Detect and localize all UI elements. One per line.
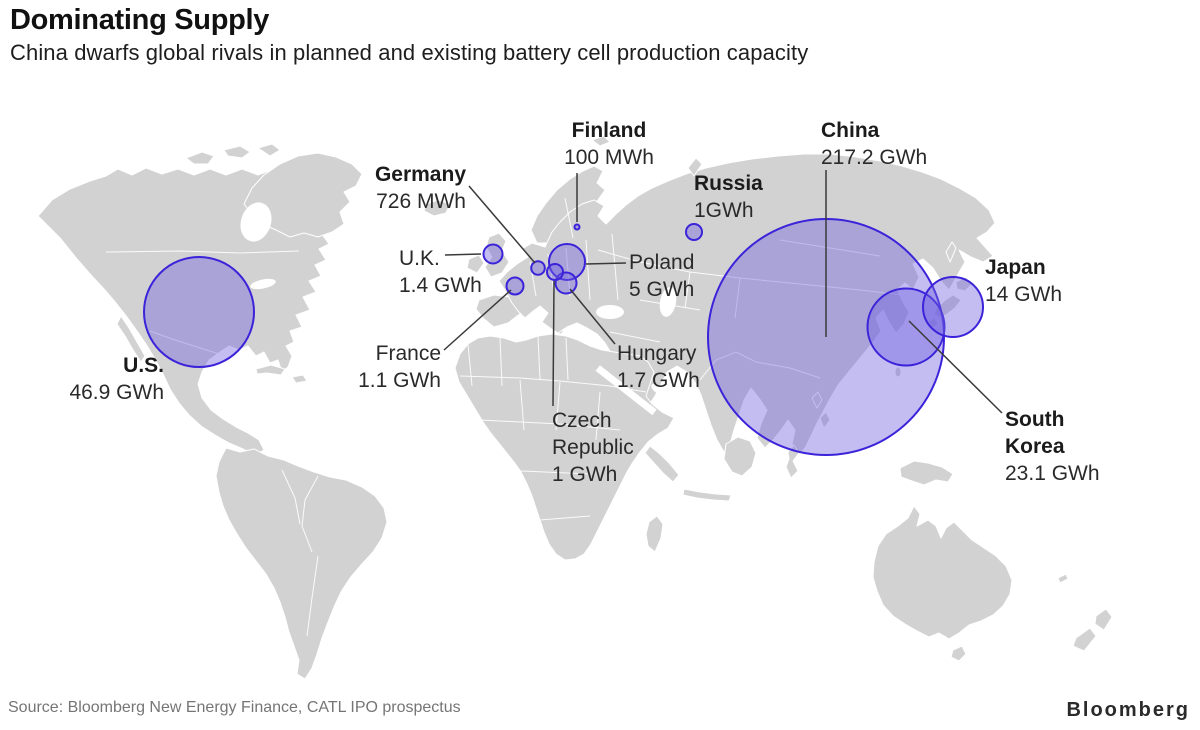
- bubble-czech-republic: [546, 263, 564, 281]
- sea-great-lakes: [250, 278, 276, 290]
- leader-line-czech-republic: [552, 280, 555, 407]
- landmass-sumatra: [644, 445, 680, 483]
- landmass-sulawesi: [785, 444, 800, 479]
- bubble-japan: [922, 276, 984, 338]
- label-value: 23.1 GWh: [1005, 462, 1100, 485]
- landmass-sakhalin: [945, 241, 957, 263]
- bubble-russia: [685, 223, 703, 241]
- label-south-korea: South Korea 23.1 GWh: [1005, 406, 1100, 487]
- seas: [240, 202, 677, 416]
- label-country-name: France: [375, 342, 441, 365]
- source-text: Source: Bloomberg New Energy Finance, CA…: [8, 699, 461, 716]
- label-value: 1.1 GWh: [358, 369, 441, 392]
- label-czech-republic: Czech Republic 1 GWh: [552, 407, 634, 488]
- country-borders: [105, 197, 904, 637]
- label-country-name: Hungary: [617, 342, 697, 365]
- bubble-finland: [573, 223, 581, 231]
- landmass-new-guinea: [899, 460, 954, 486]
- label-value: 217.2 GWh: [821, 146, 928, 169]
- landmass-cuba: [255, 364, 286, 376]
- label-country-name: U.K.: [399, 247, 440, 270]
- label-country-name: Russia: [694, 172, 763, 195]
- sea-black-sea: [596, 305, 624, 319]
- sea-persian-gulf: [651, 383, 667, 397]
- bubble-germany: [530, 260, 546, 276]
- label-hungary: Hungary 1.7 GWh: [617, 340, 700, 394]
- landmass-taiwan: [894, 366, 902, 378]
- label-country-name: U.S.: [123, 354, 164, 377]
- label-japan: Japan 14 GWh: [985, 254, 1062, 308]
- sea-caspian: [659, 287, 677, 317]
- label-country-name: Finland: [571, 119, 647, 142]
- label-value: 5 GWh: [629, 278, 695, 301]
- landmass-hispaniola: [291, 374, 308, 384]
- landmass-africa: [454, 333, 675, 561]
- landmass-arctic-islands: [185, 143, 281, 165]
- label-country-name: China: [821, 119, 880, 142]
- landmass-new-zealand: [1072, 608, 1113, 652]
- sea-hudson-bay: [240, 202, 272, 242]
- label-uk: U.K. 1.4 GWh: [399, 245, 482, 299]
- label-poland: Poland 5 GWh: [629, 249, 694, 303]
- leader-line-poland: [585, 262, 627, 265]
- landmasses: [37, 135, 1113, 680]
- landmass-north-america: [37, 167, 343, 456]
- landmass-new-caledonia: [1057, 573, 1069, 584]
- landmass-ireland: [466, 254, 485, 274]
- label-value: 46.9 GWh: [69, 381, 164, 404]
- landmass-greenland: [243, 152, 363, 238]
- label-value: 726 MWh: [376, 190, 466, 213]
- label-us: U.S. 46.9 GWh: [69, 352, 164, 406]
- label-country-name: Republic: [552, 436, 634, 459]
- leader-line-france: [443, 289, 512, 351]
- label-country-name: Germany: [374, 163, 466, 186]
- label-country-name: Poland: [629, 251, 695, 274]
- landmass-java: [682, 488, 732, 502]
- leader-line-uk: [444, 253, 482, 256]
- label-value: 100 MWh: [564, 146, 654, 169]
- label-value: 1 GWh: [552, 463, 618, 486]
- label-value: 14 GWh: [985, 283, 1063, 306]
- label-value: 1GWh: [694, 199, 754, 222]
- sea-red-sea: [595, 365, 657, 416]
- label-country-name: Czech: [552, 409, 612, 432]
- label-russia: Russia 1GWh: [694, 170, 763, 224]
- label-france: France 1.1 GWh: [358, 340, 441, 394]
- label-value: 1.7 GWh: [617, 369, 700, 392]
- landmass-australia: [872, 505, 1013, 640]
- landmass-south-america: [215, 447, 388, 680]
- landmass-iceland: [423, 199, 451, 217]
- leader-line-hungary: [569, 288, 616, 345]
- label-value: 1.4 GWh: [399, 274, 482, 297]
- label-finland: Finland 100 MWh: [564, 117, 654, 171]
- label-china: China 217.2 GWh: [821, 117, 927, 171]
- landmass-novaya-zemlya: [687, 157, 703, 177]
- landmass-borneo: [723, 436, 757, 477]
- label-country-name: South: [1005, 408, 1065, 431]
- leader-line-germany: [468, 185, 536, 264]
- landmass-tasmania: [950, 645, 967, 662]
- label-germany: Germany 726 MWh: [375, 161, 466, 215]
- bubble-uk: [482, 243, 504, 265]
- leader-line-south-korea: [908, 320, 1003, 414]
- landmass-philippines: [811, 391, 831, 429]
- chart-title: Dominating Supply: [10, 4, 270, 36]
- leader-line-layer: [443, 170, 1003, 414]
- landmass-baja: [116, 315, 146, 363]
- chart-subtitle: China dwarfs global rivals in planned an…: [10, 40, 809, 65]
- landmass-madagascar: [645, 515, 664, 553]
- bubble-south-korea: [866, 287, 946, 367]
- bloomberg-logo: Bloomberg: [1066, 699, 1190, 721]
- landmass-svalbard: [591, 135, 611, 147]
- label-country-name: Japan: [985, 256, 1046, 279]
- bubble-poland: [548, 243, 586, 281]
- label-country-name: Korea: [1005, 435, 1065, 458]
- bubble-us: [143, 256, 255, 368]
